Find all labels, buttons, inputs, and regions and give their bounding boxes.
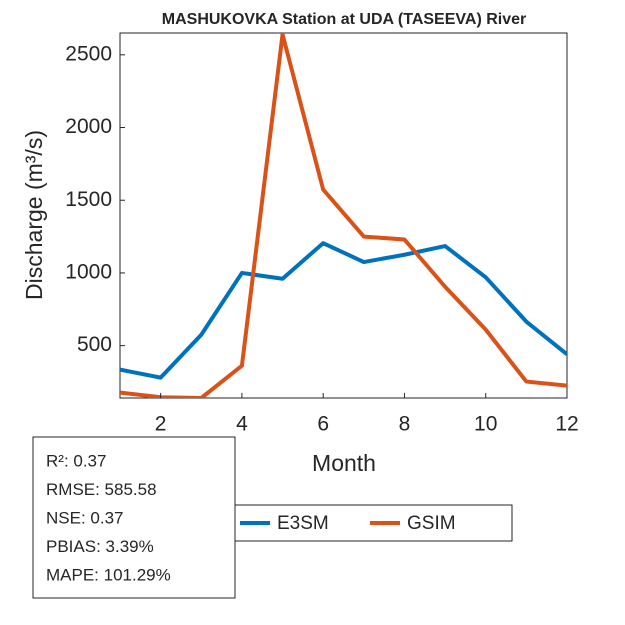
chart-title: MASHUKOVKA Station at UDA (TASEEVA) Rive… <box>162 11 526 28</box>
x-tick-label: 2 <box>155 413 167 436</box>
line <box>120 33 567 398</box>
annotation: RMSE: 585.58 <box>46 480 157 499</box>
annotation: MAPE: 101.29% <box>46 565 171 584</box>
y-tick-label: 1500 <box>65 188 112 211</box>
x-tick-label: 12 <box>555 413 578 436</box>
y-tick-label: 500 <box>77 333 112 356</box>
x-tick-label: 10 <box>474 413 497 436</box>
x-axis-label: Month <box>312 450 376 476</box>
y-tick-label: 1000 <box>65 260 112 283</box>
stats-box <box>32 436 236 599</box>
legend-label: E3SM <box>277 513 329 534</box>
x-tick-label: 8 <box>399 413 411 436</box>
annotation: R²: 0.37 <box>46 451 106 470</box>
y-tick-label: 2000 <box>65 115 112 138</box>
x-tick-label: 6 <box>317 413 329 436</box>
x-tick-label: 4 <box>236 413 248 436</box>
annotation: NSE: 0.37 <box>46 508 124 527</box>
legend-label: GSIM <box>407 513 456 534</box>
y-axis-label: Discharge (m³/s) <box>21 130 47 300</box>
y-tick-label: 2500 <box>65 42 112 65</box>
series-layer <box>120 33 567 398</box>
annotation: PBIAS: 3.39% <box>46 537 154 556</box>
line <box>120 241 567 380</box>
